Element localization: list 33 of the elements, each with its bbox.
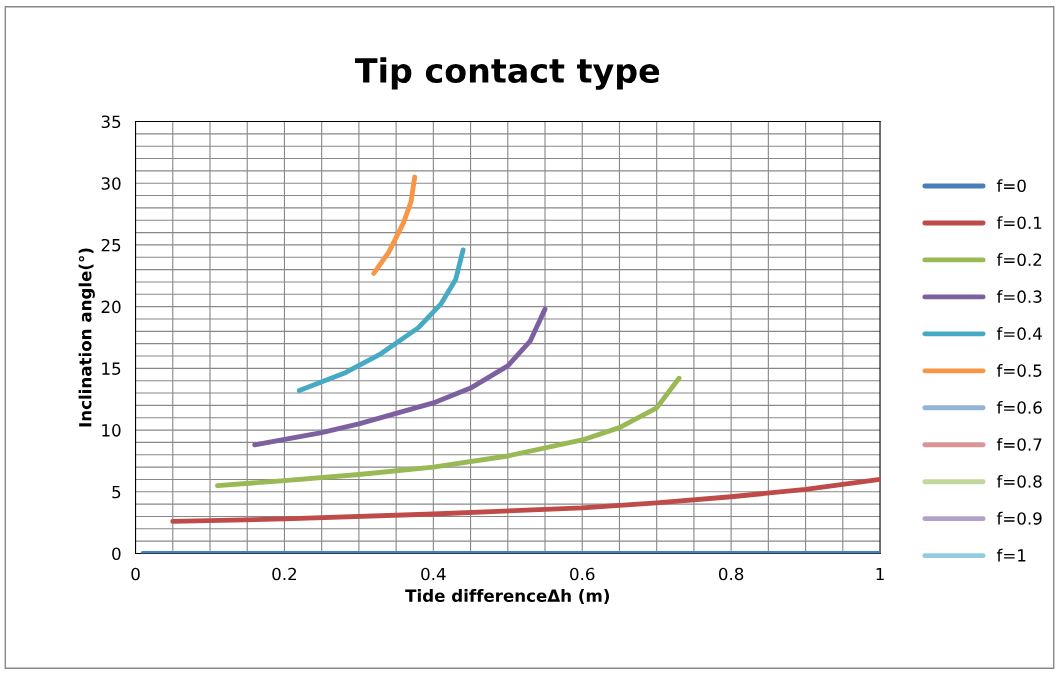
legend-label: f=0.8	[996, 474, 1042, 488]
line-series	[252, 306, 548, 448]
x-tick-label: 0.2	[272, 567, 297, 581]
x-tick-label: 0.4	[421, 567, 446, 581]
legend-label: f=0.1	[996, 216, 1042, 230]
x-tick-label: 0.8	[718, 567, 744, 581]
legend-label: f=0.7	[996, 437, 1042, 451]
y-tick-label: 15	[102, 362, 121, 375]
y-tick-label: 0	[112, 547, 121, 561]
line-series	[170, 477, 881, 524]
x-axis-title: Tide differenceΔh (m)	[405, 589, 610, 604]
y-tick-label: 35	[101, 115, 121, 129]
x-tick-label: 0.6	[570, 567, 595, 581]
y-tick-label: 20	[101, 300, 121, 314]
chart-title: Tip contact type	[355, 57, 660, 90]
y-tick-label: 25	[101, 238, 121, 252]
line-series	[296, 247, 466, 393]
line-series	[371, 174, 418, 276]
y-tick-label: 10	[102, 424, 121, 437]
y-tick-label: 30	[101, 177, 121, 190]
legend-label: f=0	[996, 179, 1026, 193]
legend-label: f=1	[996, 548, 1026, 562]
legend-label: f=0.6	[996, 400, 1042, 414]
legend-label: f=0.3	[996, 290, 1042, 303]
legend-label: f=0.9	[996, 511, 1042, 525]
legend-label: f=0.2	[996, 253, 1042, 267]
legend-label: f=0.5	[996, 363, 1042, 377]
x-tick-label: 0	[131, 567, 140, 581]
line-series	[215, 375, 682, 489]
legend-label: f=0.4	[996, 327, 1042, 340]
x-tick-label: 1	[876, 567, 884, 581]
y-axis-title: Inclination angle(°)	[78, 248, 95, 427]
y-tick-label: 5	[112, 485, 121, 499]
